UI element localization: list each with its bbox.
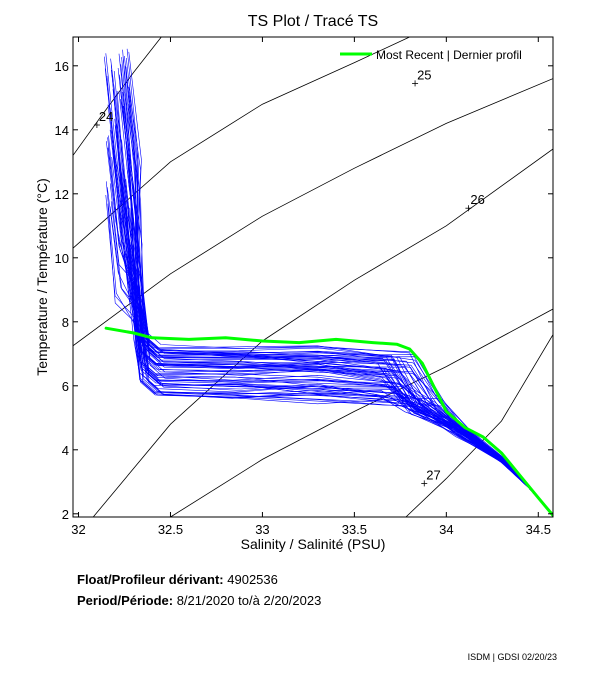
period-label: Period/Période: [77,593,174,608]
latest-profile-line [104,326,553,517]
density-contour-27 [405,334,553,517]
y-tick-label: 4 [62,443,69,458]
x-tick-label: 34 [439,522,453,537]
x-tick-label: 33 [255,522,269,537]
period-end: 2/20/2023 [263,593,322,608]
y-tick-label: 2 [62,507,69,522]
contour-label: 25 [417,67,431,82]
historical-profiles [104,48,553,516]
density-contour-4 [170,308,553,517]
profile-line [116,124,553,516]
plot-frame [72,36,554,518]
contour-labels: 24 25 26 27 [93,67,485,487]
profile-line [119,167,553,516]
chart-title: TS Plot / Tracé TS [248,13,378,30]
legend-label: Most Recent | Dernier profil [376,48,522,62]
profile-line [111,156,553,516]
density-contour-26 [92,148,553,517]
profile-line [114,158,553,516]
period-info: Period/Période: 8/21/2020 to/à 2/20/2023 [77,593,321,608]
legend: Most Recent | Dernier profil [340,48,522,62]
profile-line [107,104,553,516]
float-label: Float/Profileur dérivant: [77,572,224,587]
profile-line [124,120,553,516]
y-tick-label: 16 [55,59,69,74]
profile-line [109,206,553,516]
profile-line [117,154,553,516]
period-separator: to/à [238,593,260,608]
y-tick-label: 6 [62,379,69,394]
profile-line [129,157,553,516]
period-start: 8/21/2020 [176,593,235,608]
contour-label: 27 [426,467,440,482]
profile-line [108,135,553,516]
contour-label: 24 [99,109,113,124]
y-tick-label: 10 [55,251,69,266]
profile-line [107,187,553,516]
profile-line [120,170,553,516]
y-tick-label: 14 [55,123,69,138]
contour-label: 26 [470,192,484,207]
y-axis-label: Temperature / Température (°C) [34,178,50,376]
x-tick-label: 32.5 [158,522,183,537]
profile-line [114,125,553,516]
profile-line [119,167,553,516]
x-tick-label: 32 [71,522,85,537]
profile-line [122,168,553,516]
profile-line [122,57,553,516]
x-tick-label: 33.5 [342,522,367,537]
y-tick-label: 12 [55,187,69,202]
y-tick-label: 8 [62,315,69,330]
float-id: 4902536 [227,572,278,587]
profile-line [114,118,553,516]
profile-line [110,201,553,516]
profile-line [109,183,553,516]
x-axis-label: Salinity / Salinité (PSU) [241,536,386,552]
profile-line [112,150,553,516]
profile-line [126,167,553,516]
profile-line [109,107,553,516]
latest-profile-layer [104,326,553,517]
float-info: Float/Profileur dérivant: 4902536 [77,572,278,587]
x-axis-ticks: 32 32.5 33 33.5 34 34.5 [71,37,551,537]
profile-line [107,137,553,516]
density-contour-2 [73,78,553,347]
profile-line [112,147,553,516]
profile-line [122,49,553,516]
credit-text: ISDM | GDSI 02/20/23 [467,652,557,662]
x-tick-label: 34.5 [526,522,551,537]
profile-line [107,147,553,516]
profile-line [109,129,553,516]
profile-line [126,48,553,516]
